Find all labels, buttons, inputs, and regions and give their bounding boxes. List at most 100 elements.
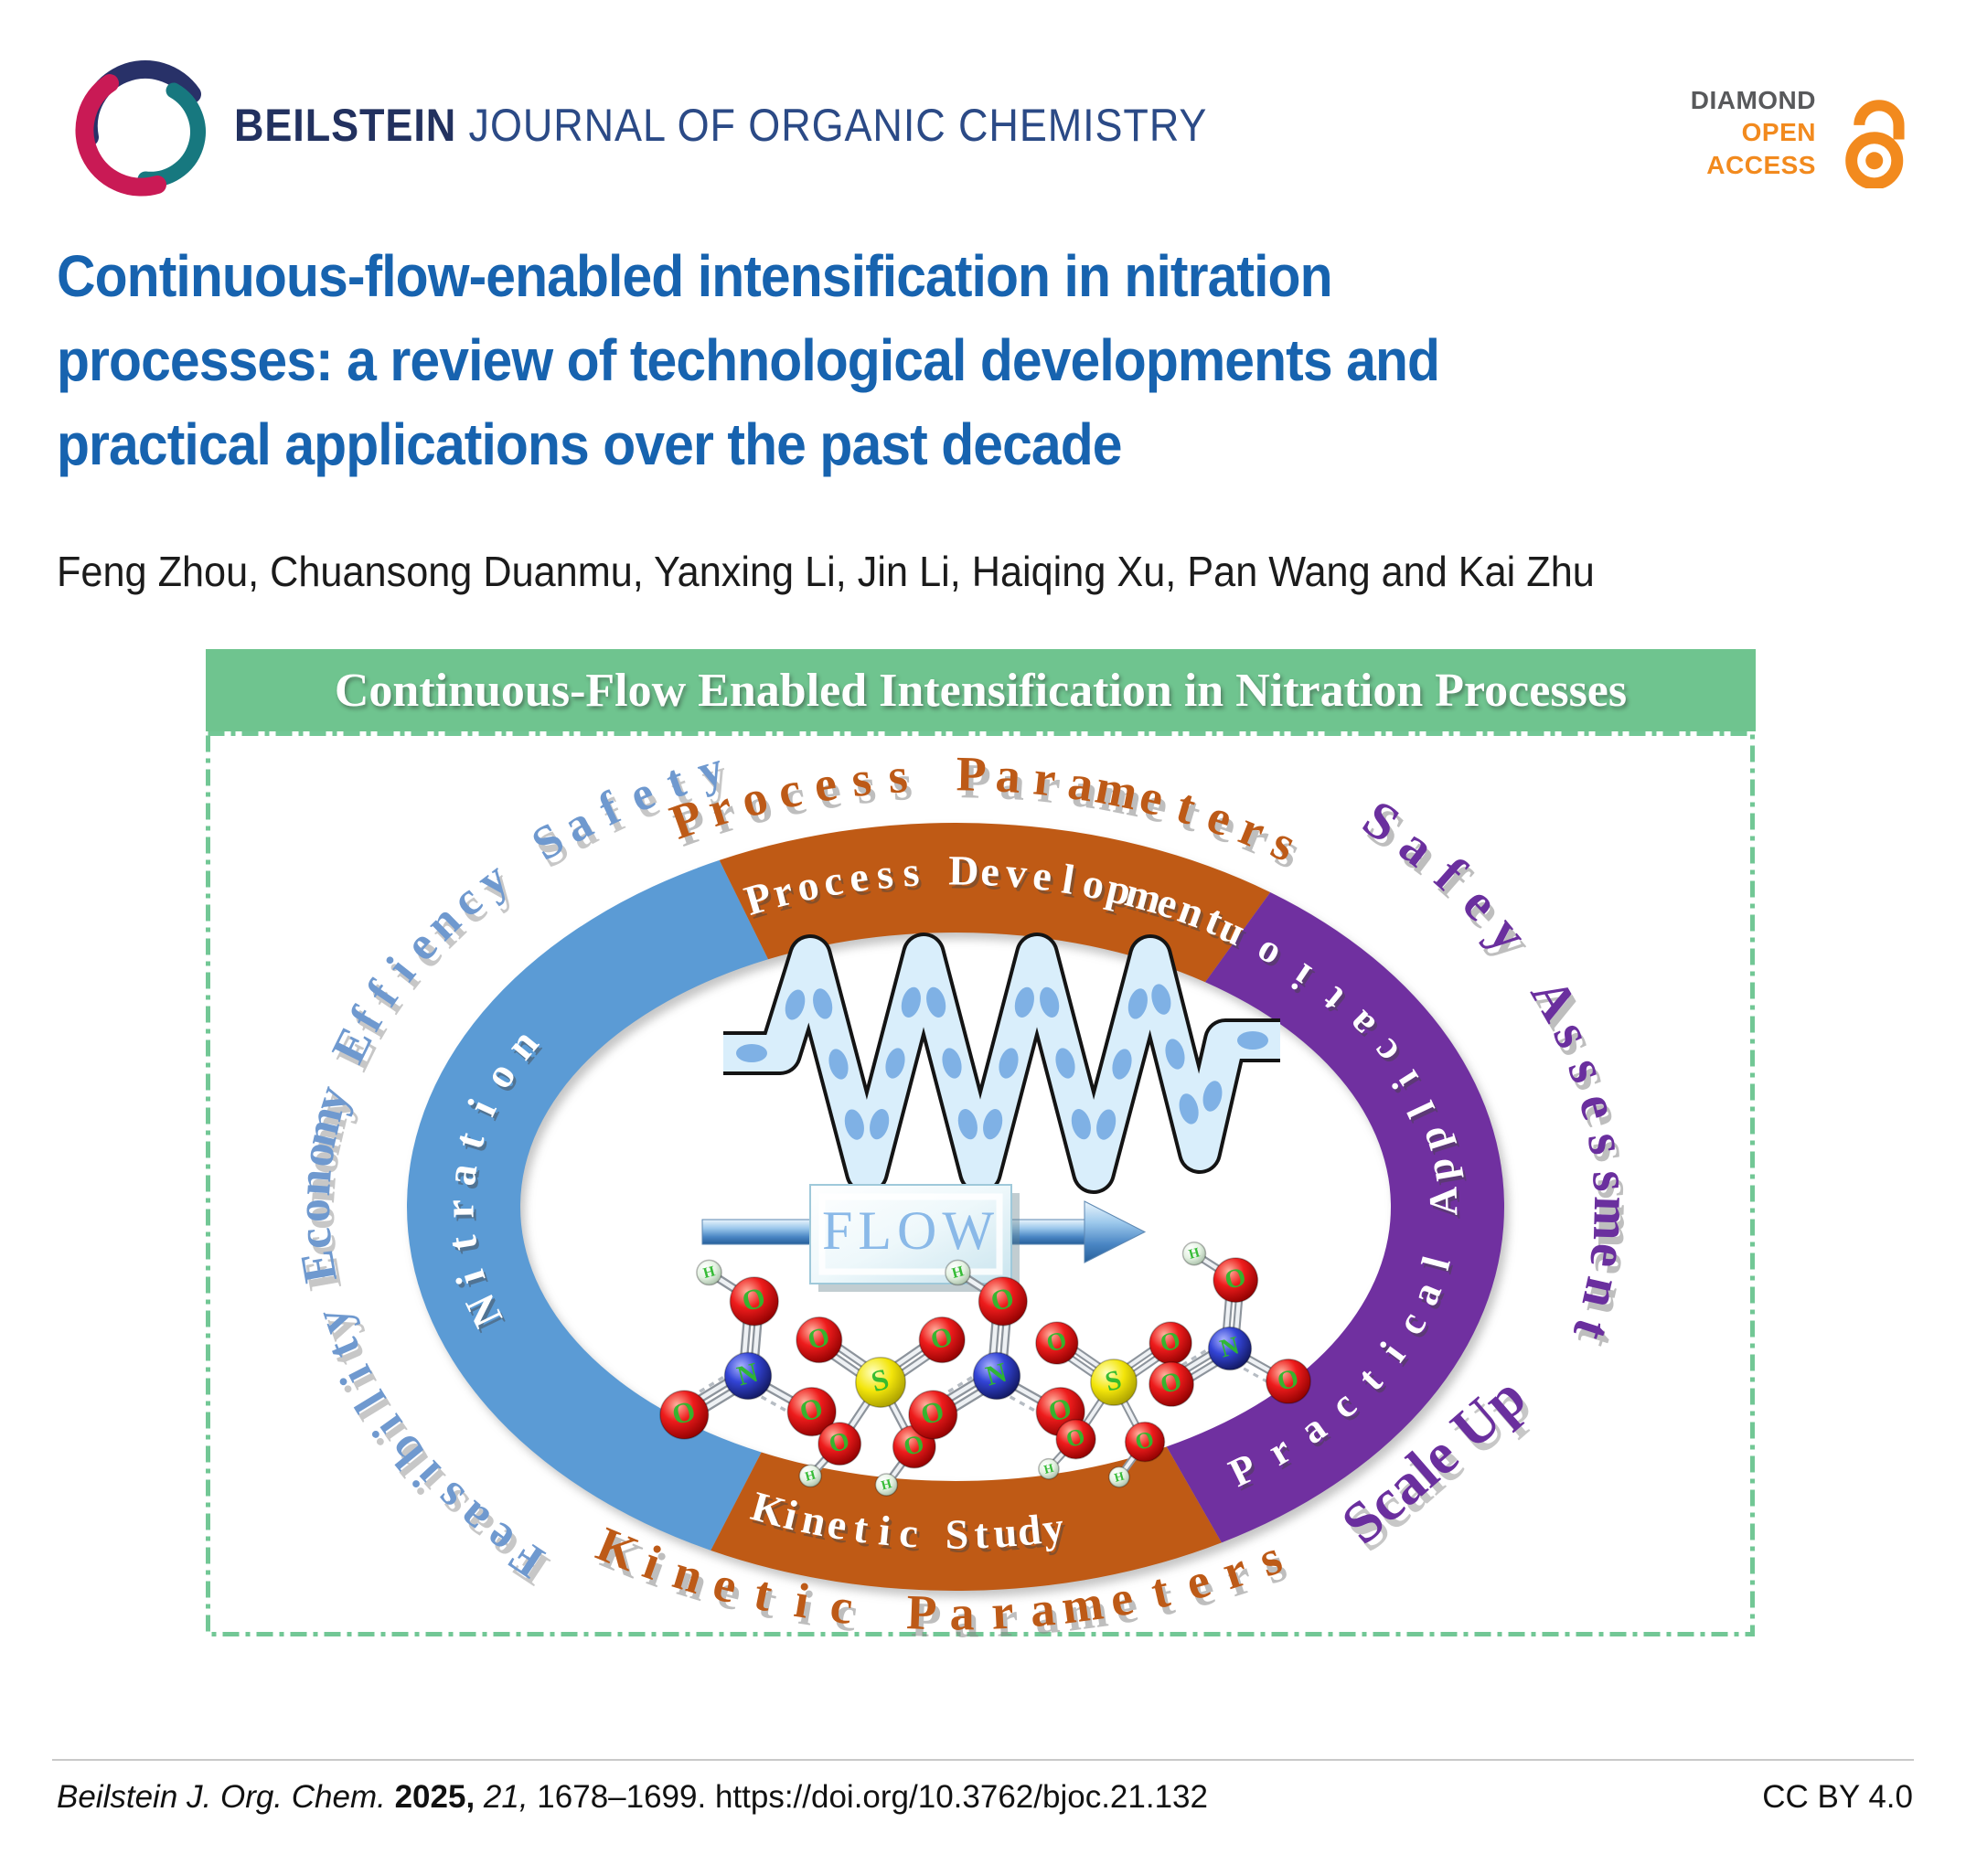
svg-text:s: s xyxy=(902,848,921,896)
svg-text:s: s xyxy=(1586,1176,1646,1200)
svg-text:H: H xyxy=(1113,1468,1127,1484)
svg-text:H: H xyxy=(1042,1461,1056,1476)
coil-reactor xyxy=(723,933,1280,1194)
svg-text:P: P xyxy=(910,1592,942,1641)
svg-text:v: v xyxy=(1004,848,1029,897)
svg-text:c: c xyxy=(898,1508,920,1556)
svg-text:r: r xyxy=(990,1584,1015,1640)
svg-text:H: H xyxy=(701,1262,717,1282)
svg-text:a: a xyxy=(949,1585,974,1640)
svg-text:s: s xyxy=(1252,1530,1289,1588)
svg-text:a: a xyxy=(1032,1588,1062,1641)
svg-text:S: S xyxy=(948,1515,972,1562)
svg-text:A: A xyxy=(1424,1189,1469,1220)
journal-name-rest: JOURNAL OF ORGANIC CHEMISTRY xyxy=(468,100,1208,151)
journal-wordmark: BEILSTEIN JOURNAL OF ORGANIC CHEMISTRY xyxy=(234,99,1207,152)
svg-text:H: H xyxy=(804,1468,817,1485)
dashed-border xyxy=(206,731,1755,1636)
svg-text:c: c xyxy=(294,1233,347,1259)
svg-text:s: s xyxy=(891,755,914,811)
svg-text:c: c xyxy=(289,1226,343,1252)
license-label: CC BY 4.0 xyxy=(1762,1779,1913,1815)
ring-segment-practical-application xyxy=(1166,891,1504,1543)
svg-text:m: m xyxy=(1058,1575,1106,1635)
svg-text:o: o xyxy=(293,1206,345,1231)
svg-text:n: n xyxy=(288,1167,342,1198)
svg-text:u: u xyxy=(995,1512,1021,1561)
article-title: Continuous-flow-enabled intensification … xyxy=(57,234,1440,486)
svg-text:e: e xyxy=(1106,1570,1137,1627)
svg-text:t: t xyxy=(973,1510,989,1558)
svg-text:e: e xyxy=(623,767,662,823)
svg-text:a: a xyxy=(1028,1581,1057,1637)
open-lock-icon xyxy=(1845,100,1905,188)
svg-text:a: a xyxy=(954,1593,978,1641)
open-access-badge: DIAMOND OPEN ACCESS xyxy=(1690,84,1917,188)
citation-pages: 1678–1699. xyxy=(537,1779,707,1815)
svg-text:m: m xyxy=(1587,1203,1647,1249)
graphic-banner: Continuous-Flow Enabled Intensification … xyxy=(206,649,1756,731)
ring-segment-process-development xyxy=(719,823,1271,983)
citation-journal: Beilstein J. Org. Chem. xyxy=(57,1779,386,1815)
svg-text:a: a xyxy=(994,747,1022,804)
open-access-badge-text: DIAMOND OPEN ACCESS xyxy=(1690,84,1816,181)
author-list: Feng Zhou, Chuansong Duanmu, Yanxing Li,… xyxy=(57,548,1595,595)
svg-text:H: H xyxy=(880,1476,893,1493)
svg-text:t: t xyxy=(976,1514,992,1562)
flow-label: FLOW xyxy=(822,1200,999,1261)
svg-text:u: u xyxy=(992,1508,1019,1557)
footer-divider xyxy=(52,1759,1914,1761)
citation-year: 2025, xyxy=(394,1779,475,1815)
svg-text:D: D xyxy=(951,850,982,897)
svg-text:d: d xyxy=(1018,1509,1046,1558)
svg-text:s: s xyxy=(886,748,909,804)
svg-text:n: n xyxy=(293,1175,347,1205)
badge-open-label: OPEN xyxy=(1741,118,1816,147)
svg-text:v: v xyxy=(1007,852,1031,901)
svg-text:P: P xyxy=(960,753,991,809)
citation-doi-link[interactable]: https://doi.org/10.3762/bjoc.21.132 xyxy=(714,1779,1208,1815)
process-ring xyxy=(407,823,1504,1592)
title-line-3: practical applications over the past dec… xyxy=(57,411,1123,478)
svg-text:d: d xyxy=(1015,1506,1043,1554)
svg-text:P: P xyxy=(956,746,987,802)
svg-text:s: s xyxy=(904,852,924,900)
svg-text:c: c xyxy=(901,1512,923,1560)
svg-text:m: m xyxy=(1063,1583,1111,1641)
svg-text:s: s xyxy=(874,850,895,898)
badge-access-label: ACCESS xyxy=(1706,150,1816,179)
ring-segment-kinetic-study xyxy=(711,1446,1222,1592)
molecule-hno3-5: OO ONH xyxy=(1149,1242,1311,1407)
title-line-2: processes: a review of technological dev… xyxy=(57,327,1440,394)
svg-text:i: i xyxy=(880,1510,896,1558)
svg-text:H: H xyxy=(950,1262,966,1282)
journal-name-bold: BEILSTEIN xyxy=(234,100,457,151)
svg-text:s: s xyxy=(1581,1168,1641,1193)
svg-text:r: r xyxy=(995,1592,1020,1641)
svg-text:H: H xyxy=(1187,1245,1202,1263)
svg-text:i: i xyxy=(877,1507,893,1554)
svg-text:t: t xyxy=(850,1504,871,1552)
flow-box: FLOW xyxy=(809,1184,1020,1292)
svg-text:t: t xyxy=(853,1508,874,1556)
svg-text:m: m xyxy=(1582,1196,1642,1242)
molecule-hno3-1: OO ONH xyxy=(659,1259,837,1440)
svg-text:e: e xyxy=(982,851,1003,899)
svg-text:A: A xyxy=(1421,1186,1467,1216)
svg-text:o: o xyxy=(288,1199,340,1223)
citation-volume: 21, xyxy=(483,1779,529,1815)
svg-text:r: r xyxy=(438,1203,485,1222)
citation: Beilstein J. Org. Chem. 2025, 21, 1678–1… xyxy=(57,1779,1208,1816)
svg-text:e: e xyxy=(979,847,1000,895)
ring-segment-nitration xyxy=(407,859,769,1551)
title-line-1: Continuous-flow-enabled intensification … xyxy=(57,243,1333,309)
svg-text:a: a xyxy=(999,754,1027,811)
svg-text:P: P xyxy=(905,1584,937,1640)
svg-text:S: S xyxy=(946,1511,969,1558)
beilstein-logo-icon xyxy=(75,60,206,197)
